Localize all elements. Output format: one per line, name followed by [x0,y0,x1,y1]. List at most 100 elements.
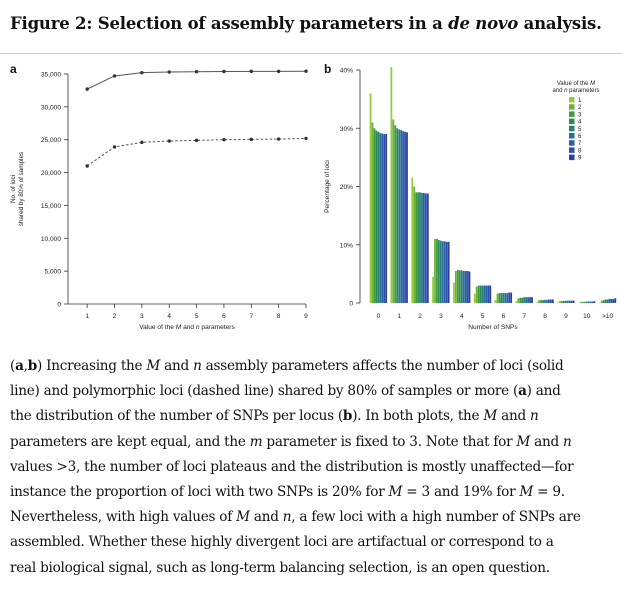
data-point [194,70,199,74]
legend-label: 3 [578,112,582,118]
data-point [222,69,226,74]
bar [411,177,414,303]
bar [548,299,550,303]
data-point [304,69,308,73]
panel-a-label: a [10,62,17,76]
legend-label: 4 [578,120,582,126]
panel-b-label: b [324,62,332,76]
caption-line: line) and polymorphic loci (dashed line)… [10,379,616,404]
bar [375,130,378,303]
caption-text: ( [10,358,16,374]
caption-text: assembled. Whether these highly divergen… [10,534,554,551]
bar [443,241,446,303]
bar [392,119,395,303]
legend-label: 1 [578,98,582,104]
bar [540,300,543,303]
caption-text: and [497,408,531,425]
caption-text: ). In both plots, the [352,408,484,425]
bar [510,292,513,303]
bar [566,300,569,303]
bar [439,240,442,303]
bar [546,299,548,303]
data-point [140,140,144,145]
bar [417,192,419,303]
bar [561,300,563,303]
bar [544,299,546,303]
bar [515,301,518,303]
caption-line: instance the proportion of loci with two… [10,480,616,505]
data-point [249,69,253,74]
bar [600,300,603,303]
y-tick-label: 30,000 [41,104,62,111]
caption-text: m [249,433,263,450]
x-tick-label: >10 [602,313,614,320]
bar [396,128,399,303]
bar [400,129,403,303]
caption-text: n [193,358,202,374]
legend-label: 2 [578,105,582,111]
bar [527,297,529,303]
bar [394,125,397,304]
bar [487,285,490,303]
x-axis-label: Value of the M and n parameters [139,324,235,331]
x-tick-label: 1 [85,313,89,320]
bar [610,298,613,303]
bar [423,192,425,303]
bar [458,270,461,303]
caption-line: the distribution of the number of SNPs p… [10,404,616,429]
x-tick-label: 4 [460,313,464,320]
figure-title-italic: de novo [448,14,519,33]
data-point [249,137,253,142]
bar [589,301,592,303]
caption-text: b [27,358,38,374]
bar [369,93,372,303]
bar [377,131,380,303]
bar [614,298,617,303]
caption-text: and [530,433,564,450]
caption-text: , [23,358,28,374]
caption-text: M [516,433,531,450]
figure-caption: (a,b) Increasing the M and n assembly pa… [10,354,616,581]
x-tick-label: 7 [522,313,526,320]
y-axis-label: No. of locishared by 80% of samples [10,152,25,226]
bar [529,297,531,303]
legend-swatch [569,133,575,139]
bar [523,297,526,303]
bar [421,192,423,303]
bar [517,298,520,303]
bar [536,302,539,303]
bar [473,293,476,303]
x-tick-label: 6 [502,313,506,320]
bar [502,293,505,303]
bar [460,270,463,303]
caption-text: the distribution of the number of SNPs p… [10,408,343,425]
y-axis-label: Percentage of loci [324,160,331,213]
bar [385,134,388,303]
caption-text: = 9. [533,484,565,501]
y-tick-label: 10% [340,242,353,249]
bar [572,300,575,303]
bar [583,301,586,303]
caption-text: n [563,433,572,450]
legend-swatch [569,118,575,125]
caption-text: Nevertheless, with high values of [10,509,237,526]
bar [468,271,471,303]
bar [579,301,582,303]
bar [606,299,609,303]
caption-text: n [530,408,539,425]
bar [415,192,418,303]
y-tick-label: 5,000 [44,269,61,276]
figure-title-prefix: Figure 2: Selection of assembly paramete… [10,14,443,33]
y-tick-label: 20% [340,184,353,191]
legend-label: 8 [578,148,582,154]
legend-swatch [569,125,575,132]
title-divider [0,53,622,54]
bar [437,240,440,303]
caption-text: real biological signal, such as long-ter… [10,559,550,576]
bar [500,293,503,303]
bar [485,285,488,303]
bar [481,285,484,303]
bar [436,238,438,303]
bar [483,285,486,303]
